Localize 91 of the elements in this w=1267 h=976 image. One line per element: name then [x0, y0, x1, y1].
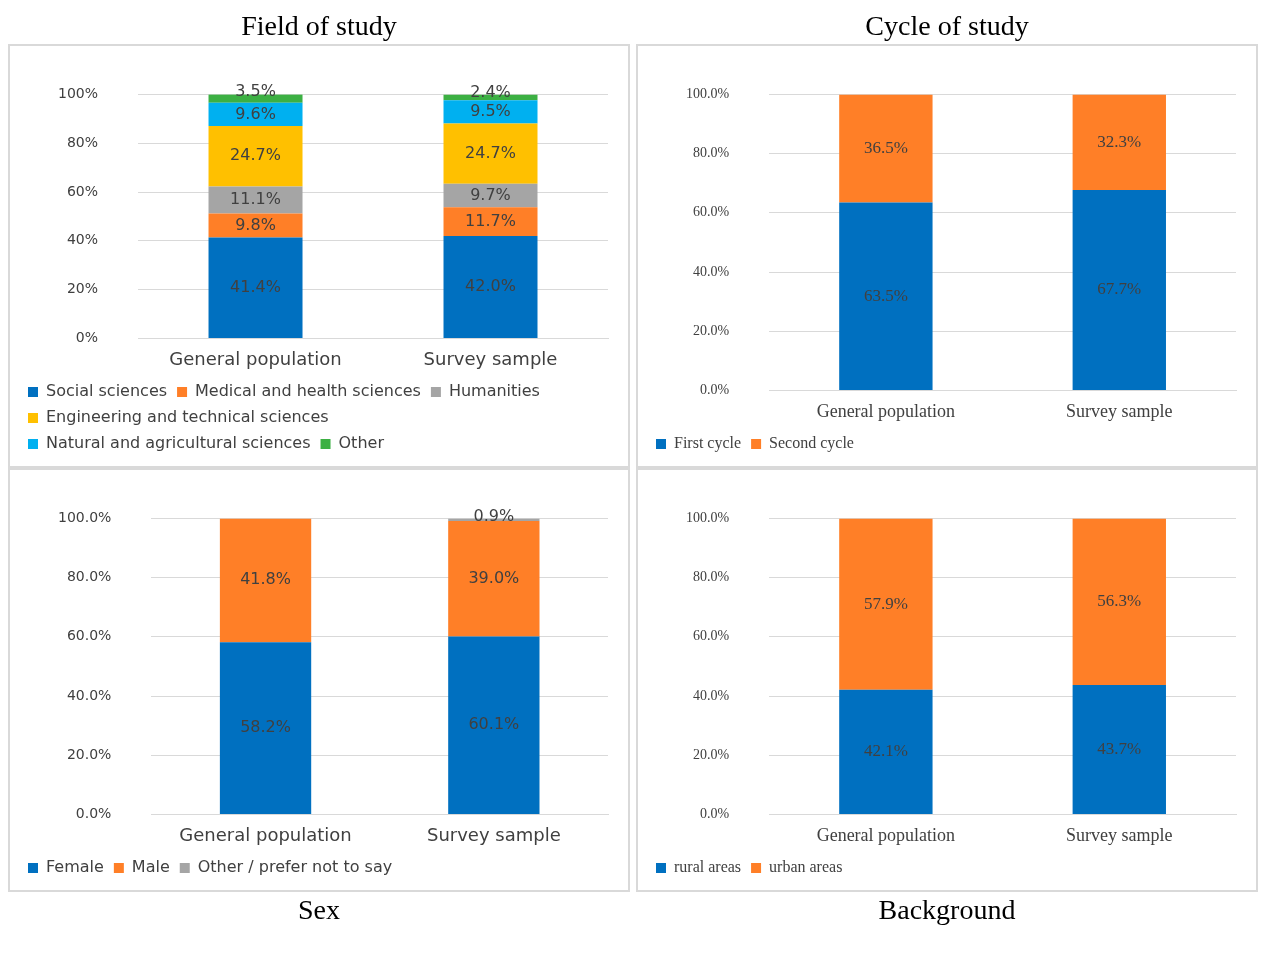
bar — [839, 518, 933, 690]
bar — [1072, 94, 1166, 191]
y-tick-label: 100% — [57, 85, 99, 102]
bar — [448, 636, 540, 814]
legend-label: Female — [46, 857, 104, 877]
data-label: 41.4% — [230, 276, 281, 296]
legend-label: Engineering and technical sciences — [46, 407, 329, 427]
x-tick-label: Survey sample — [1066, 824, 1173, 845]
legend-label: Natural and agricultural sciences — [46, 433, 311, 453]
data-label: 41.8% — [240, 569, 291, 589]
data-label: 63.5% — [863, 285, 908, 305]
bar — [219, 642, 312, 814]
legend-label: Other — [338, 433, 385, 453]
data-label: 11.1% — [230, 189, 281, 209]
chart-title: Field of study — [240, 9, 398, 43]
y-tick-label: 80.0% — [692, 569, 730, 585]
legend-label: Other / prefer not to say — [197, 857, 393, 877]
x-tick-label: Survey sample — [426, 823, 561, 845]
y-tick-label: 100.0% — [57, 509, 112, 526]
y-tick-label: 20.0% — [692, 322, 730, 338]
y-tick-label: 0.0% — [699, 806, 730, 822]
data-label: 60.1% — [468, 714, 520, 734]
y-tick-label: 80% — [66, 133, 99, 150]
data-label: 9.5% — [470, 101, 511, 120]
legend-label: First cycle — [674, 434, 742, 453]
y-tick-label: 100.0% — [685, 510, 730, 526]
bar — [839, 94, 933, 203]
text: Sex — [297, 893, 341, 927]
bar — [839, 202, 933, 390]
y-tick-label: 0.0% — [75, 805, 112, 822]
legend-label: Medical and health sciences — [195, 381, 421, 401]
bar — [1072, 190, 1166, 390]
data-label: 43.7% — [1097, 738, 1142, 758]
y-tick-label: 0.0% — [699, 382, 730, 398]
bar — [208, 126, 303, 187]
y-tick-label: 60.0% — [692, 204, 730, 220]
data-label: 9.6% — [235, 103, 276, 123]
data-label: 24.7% — [465, 142, 516, 162]
chart-title: Cycle of study — [864, 9, 1030, 43]
data-label: 24.7% — [230, 145, 281, 165]
data-label: 56.3% — [1097, 591, 1142, 611]
data-label: 42.0% — [465, 276, 516, 296]
bar — [839, 689, 933, 814]
y-tick-label: 20% — [66, 280, 99, 297]
y-tick-label: 100.0% — [685, 86, 730, 102]
bar — [208, 94, 303, 103]
legend-label: Second cycle — [769, 434, 854, 453]
y-tick-label: 60% — [66, 182, 99, 199]
y-tick-label: 40.0% — [692, 263, 730, 279]
y-tick-label: 80.0% — [66, 568, 112, 585]
bar — [443, 235, 538, 338]
legend-label: Social sciences — [46, 381, 168, 401]
data-label: 39.0% — [468, 567, 520, 587]
y-tick-label: 0% — [75, 329, 99, 346]
data-label: 57.9% — [863, 593, 908, 613]
legend-label: urban areas — [769, 858, 843, 876]
bar — [443, 207, 538, 236]
bar — [208, 186, 303, 214]
data-label: 58.2% — [240, 717, 291, 737]
legend-label: Humanities — [448, 381, 540, 401]
text: Background — [877, 893, 1017, 927]
x-tick-label: General population — [169, 347, 342, 369]
data-label: 36.5% — [863, 137, 908, 157]
bar — [1072, 685, 1166, 814]
x-tick-label: General population — [179, 823, 352, 845]
bar — [208, 237, 303, 338]
x-tick-label: General population — [816, 400, 956, 421]
y-tick-label: 60.0% — [692, 628, 730, 644]
x-tick-label: Survey sample — [423, 347, 558, 369]
y-tick-label: 20.0% — [692, 746, 730, 762]
y-tick-label: 60.0% — [66, 627, 112, 644]
y-tick-label: 40% — [66, 231, 99, 248]
data-label: 9.8% — [235, 214, 276, 234]
data-label: 11.7% — [465, 210, 516, 230]
x-tick-label: General population — [816, 824, 956, 845]
y-tick-label: 40.0% — [692, 687, 730, 703]
bar — [443, 123, 538, 184]
y-tick-label: 20.0% — [66, 745, 112, 762]
y-tick-label: 80.0% — [692, 145, 730, 161]
bar — [448, 521, 540, 637]
data-label: 0.9% — [473, 505, 515, 525]
data-label: 9.7% — [470, 184, 511, 204]
legend-label: rural areas — [674, 858, 742, 876]
bar — [1072, 518, 1166, 686]
y-tick-label: 40.0% — [66, 686, 112, 703]
data-label: 32.3% — [1097, 131, 1142, 151]
x-tick-label: Survey sample — [1066, 400, 1173, 421]
data-label: 42.1% — [863, 741, 908, 761]
legend-label: Male — [131, 857, 170, 877]
bar — [219, 518, 312, 643]
data-label: 67.7% — [1097, 279, 1142, 299]
